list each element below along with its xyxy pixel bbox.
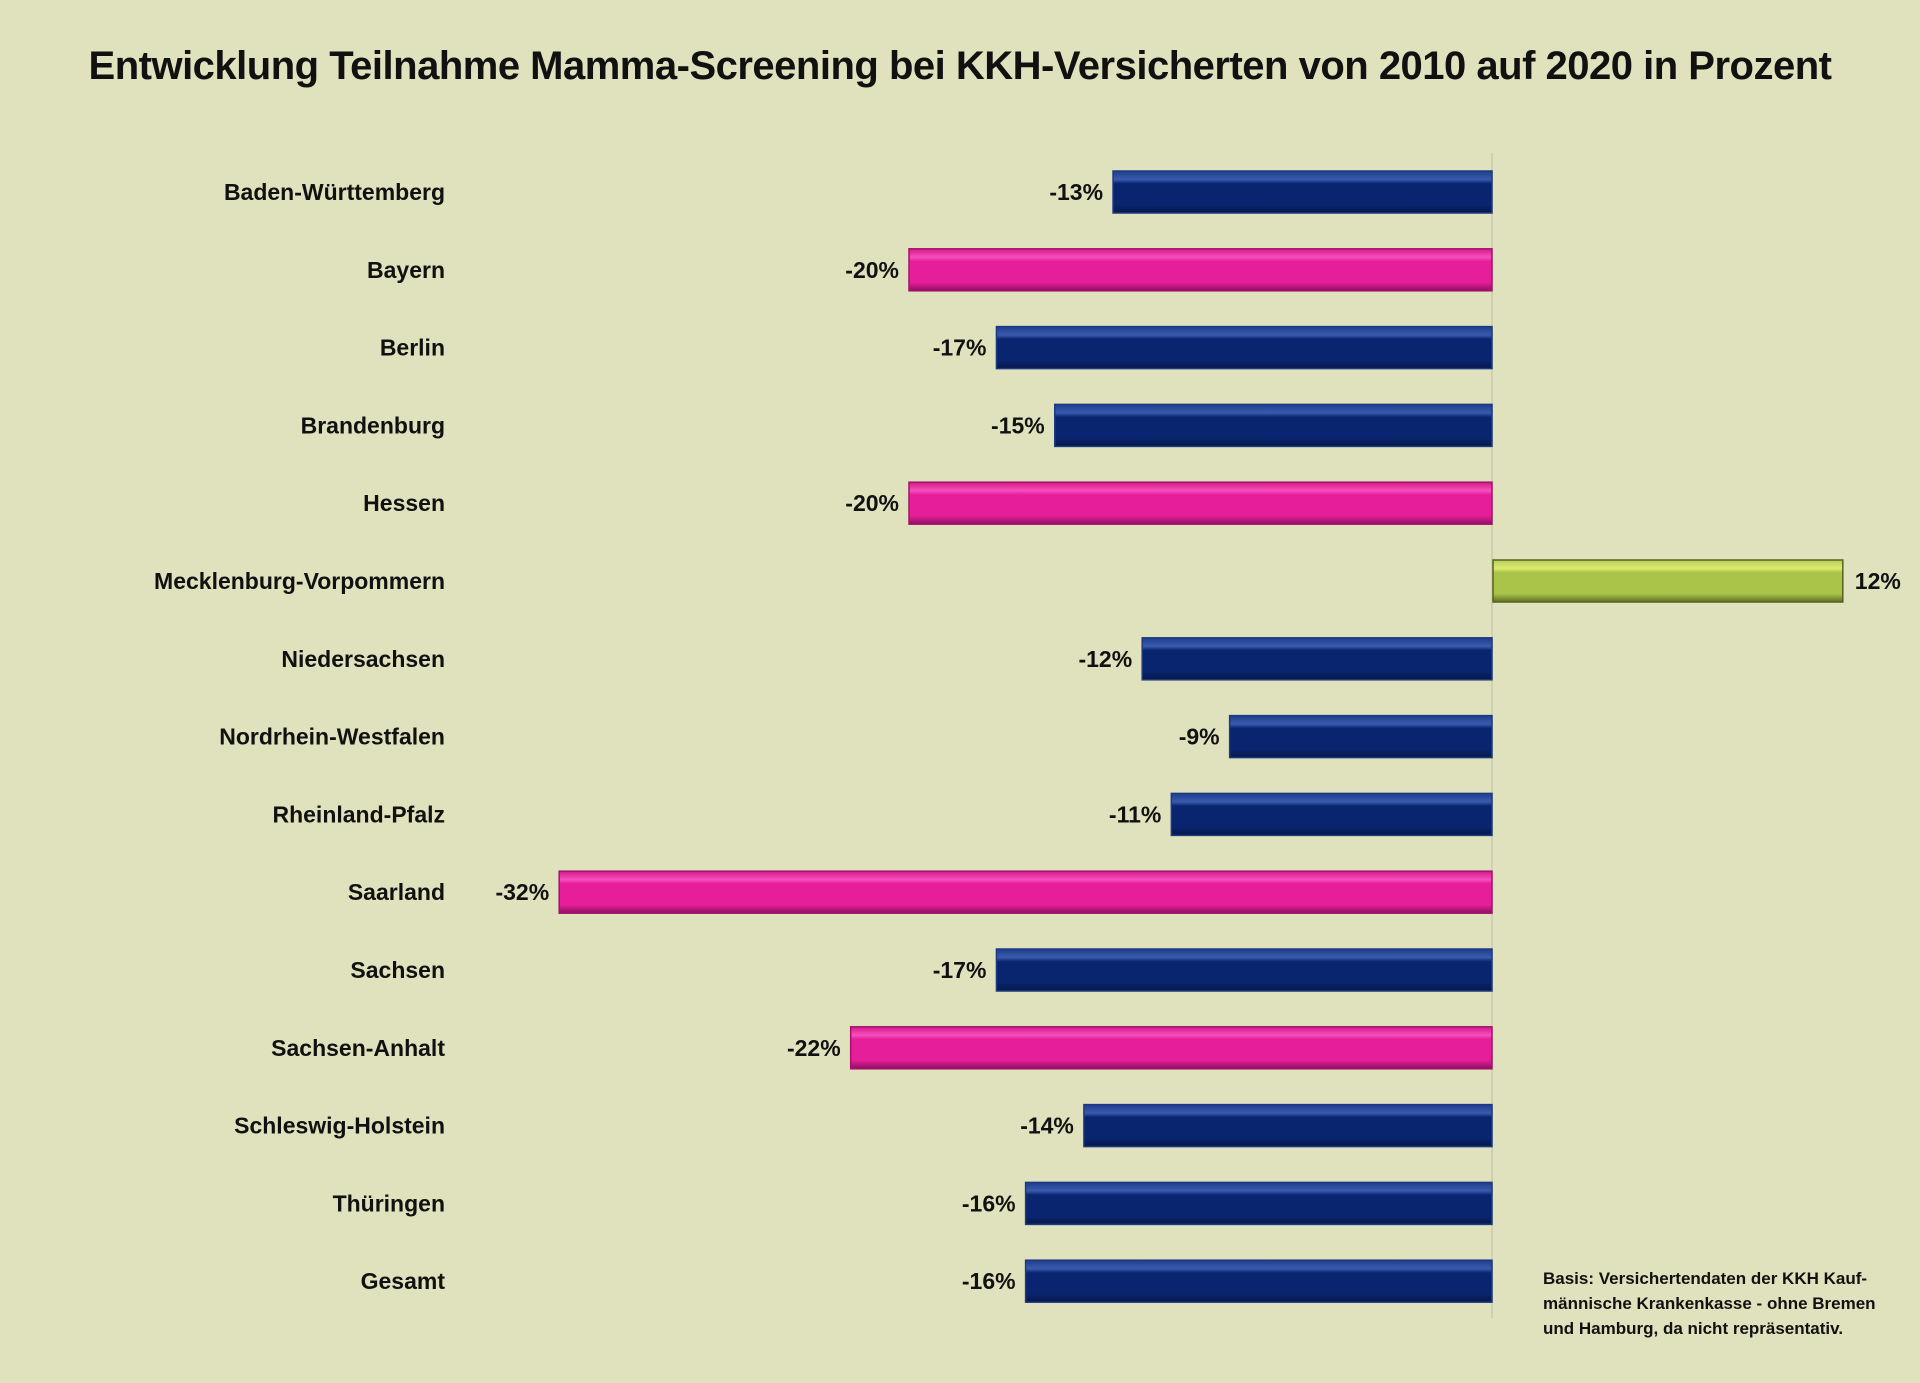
bar-berlin [995,325,1493,370]
bar-rheinland-pfalz [1170,792,1493,837]
bar-brandenburg [1054,403,1493,448]
value-label: -20% [845,257,899,283]
value-label: -32% [495,879,549,905]
bar-schleswig-holstein [1083,1103,1493,1148]
footnote-line: männische Krankenkasse - ohne Bremen [1543,1294,1876,1313]
category-label: Bayern [367,257,445,283]
chart-title: Entwicklung Teilnahme Mamma-Screening be… [88,44,1832,88]
value-label: 12% [1855,568,1901,594]
value-label: -12% [1078,646,1132,672]
bar-niedersachsen [1141,637,1493,681]
value-label: -16% [962,1268,1016,1294]
bar-baden-württemberg [1112,170,1493,214]
category-label: Schleswig-Holstein [234,1113,445,1139]
value-label: -17% [933,335,987,361]
bar-saarland [558,870,1493,914]
category-label: Sachsen-Anhalt [271,1035,445,1061]
category-label: Mecklenburg-Vorpommern [154,568,445,594]
value-label: -22% [787,1035,841,1061]
footnote-line: Basis: Versichertendaten der KKH Kauf- [1543,1269,1868,1288]
footnote-line: und Hamburg, da nicht repräsentativ. [1543,1319,1844,1338]
footnote: Basis: Versichertendaten der KKH Kauf- m… [1543,1266,1876,1341]
category-label: Rheinland-Pfalz [272,801,445,827]
category-label: Thüringen [333,1190,445,1216]
bar-gesamt [1024,1259,1493,1303]
category-label: Brandenburg [301,412,445,438]
category-label: Baden-Württemberg [224,179,445,205]
bar-nordrhein-westfalen [1228,714,1493,759]
bar-sachsen-anhalt [849,1026,1493,1070]
category-label: Saarland [348,879,445,905]
category-label: Hessen [363,490,445,516]
category-label: Niedersachsen [281,646,445,672]
category-label: Nordrhein-Westfalen [219,724,445,750]
value-label: -17% [933,957,987,983]
bar-hessen [908,481,1493,525]
value-label: -13% [1049,179,1103,205]
category-label: Sachsen [350,957,445,983]
value-label: -15% [991,412,1045,438]
category-label: Gesamt [361,1268,446,1294]
value-label: -14% [1020,1113,1074,1139]
category-label: Berlin [380,335,445,361]
bar-bayern [908,248,1493,292]
bar-mecklenburg-vorpommern [1492,559,1844,603]
bar-sachsen [995,948,1493,992]
bar-thüringen [1024,1181,1493,1226]
value-label: -20% [845,490,899,516]
value-label: -9% [1179,724,1220,750]
value-label: -11% [1109,801,1161,827]
value-label: -16% [962,1190,1016,1216]
